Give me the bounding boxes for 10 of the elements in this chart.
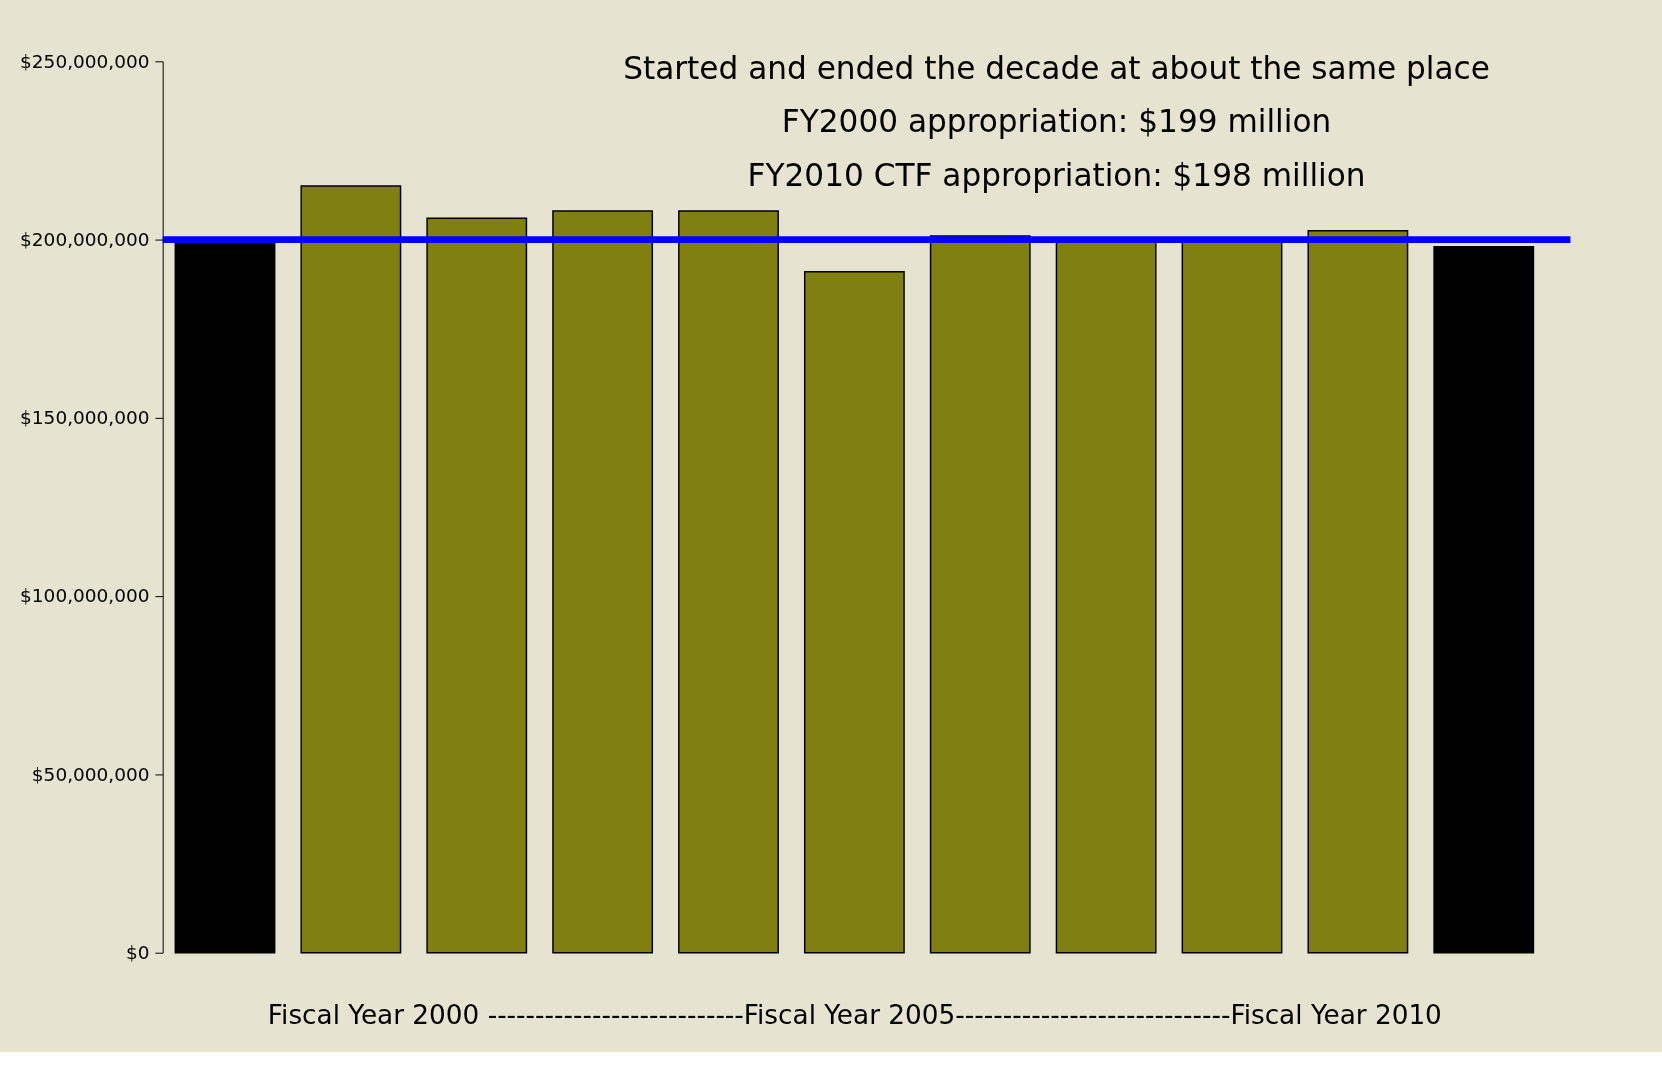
y-tick-label: $150,000,000: [20, 407, 150, 429]
annotation: Started and ended the decade at about the same place: [623, 49, 1490, 86]
x-axis-title: Fiscal Year 2000 ---------------------------Fiscal Year 2005-----------------------------Fiscal Year 2010: [267, 1000, 1442, 1031]
y-tick-label: $0: [125, 942, 150, 964]
y-tick-label: $100,000,000: [20, 585, 150, 607]
annotation: FY2010 CTF appropriation: $198 million: [747, 157, 1366, 193]
annotation: FY2000 appropriation: $199 million: [781, 103, 1332, 140]
y-tick-label: $50,000,000: [31, 763, 150, 785]
y-tick-label: $250,000,000: [20, 50, 150, 72]
y-tick-label: $200,000,000: [20, 228, 150, 250]
